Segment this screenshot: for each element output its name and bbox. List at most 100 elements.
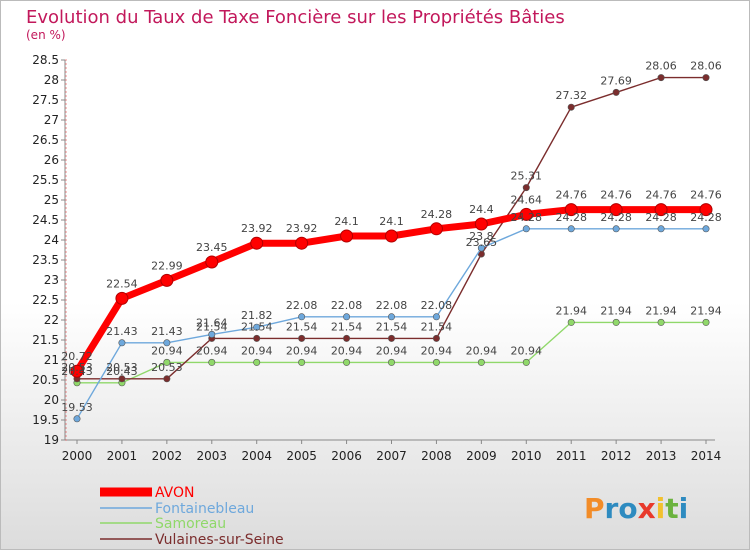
data-label-samoreau: 20.94 (241, 344, 273, 357)
data-point-samoreau (612, 318, 620, 326)
x-tick-label: 2005 (286, 449, 317, 463)
data-label-samoreau: 21.94 (555, 304, 587, 317)
data-label-samoreau: 20.94 (511, 344, 543, 357)
data-point-fontainebleau (567, 225, 575, 233)
brand-letter: o (618, 492, 637, 525)
data-point-avon (699, 203, 713, 217)
data-point-samoreau (522, 358, 530, 366)
data-label-samoreau: 21.94 (600, 304, 632, 317)
data-label-avon: 24.76 (645, 189, 677, 202)
data-point-fontainebleau (118, 339, 126, 347)
data-point-vulaines-sur-seine (118, 375, 126, 383)
x-tick-label: 2002 (152, 449, 183, 463)
data-point-samoreau (387, 358, 395, 366)
data-point-fontainebleau (702, 225, 710, 233)
data-point-vulaines-sur-seine (432, 334, 440, 342)
y-tick-label: 24.5 (32, 213, 59, 227)
data-point-avon (385, 229, 398, 243)
chart-ylabel: (en %) (26, 28, 66, 42)
y-tick-label: 25.5 (32, 173, 59, 187)
data-point-vulaines-sur-seine (702, 74, 710, 82)
y-tick-label: 23.5 (32, 253, 59, 267)
data-label-vulaines-sur-seine: 27.69 (600, 74, 632, 87)
x-tick-label: 2001 (107, 449, 138, 463)
x-tick-label: 2004 (241, 449, 272, 463)
data-point-avon (250, 236, 264, 250)
data-point-vulaines-sur-seine (253, 334, 261, 342)
y-tick-label: 27.5 (32, 93, 59, 107)
data-label-avon: 24.76 (555, 189, 587, 202)
y-tick-label: 23 (44, 273, 59, 287)
brand-text: Proxiti (584, 492, 688, 525)
data-point-vulaines-sur-seine (163, 375, 171, 383)
x-tick-label: 2012 (601, 449, 632, 463)
brand-letter: P (584, 492, 605, 525)
data-point-samoreau (163, 358, 171, 366)
data-point-vulaines-sur-seine (522, 184, 530, 192)
data-label-fontainebleau: 21.64 (196, 316, 228, 329)
x-tick-label: 2009 (466, 449, 497, 463)
y-tick-label: 26 (44, 153, 59, 167)
x-tick-label: 2014 (691, 449, 722, 463)
data-label-avon: 24.4 (469, 203, 494, 216)
data-point-samoreau (432, 358, 440, 366)
data-label-vulaines-sur-seine: 21.54 (196, 320, 228, 333)
data-label-samoreau: 20.94 (196, 344, 228, 357)
data-point-fontainebleau (163, 339, 171, 347)
brand-letter: i (679, 492, 689, 525)
data-label-avon: 24.1 (379, 215, 404, 228)
data-label-vulaines-sur-seine: 23.65 (466, 236, 498, 249)
x-tick-label: 2003 (197, 449, 228, 463)
data-label-vulaines-sur-seine: 28.06 (690, 60, 722, 73)
data-label-fontainebleau: 24.28 (690, 211, 722, 224)
y-tick-label: 20.5 (32, 373, 59, 387)
data-point-fontainebleau (612, 225, 620, 233)
data-point-vulaines-sur-seine (298, 334, 306, 342)
legend-label-fontainebleau: Fontainebleau (155, 501, 254, 517)
data-label-vulaines-sur-seine: 21.54 (286, 320, 318, 333)
data-point-vulaines-sur-seine (387, 334, 395, 342)
data-point-fontainebleau (298, 313, 306, 321)
legend: AVONFontainebleauSamoreauVulaines-sur-Se… (100, 485, 284, 548)
data-label-avon: 20.72 (61, 350, 93, 363)
series-layer (70, 74, 713, 423)
data-label-vulaines-sur-seine: 21.54 (241, 320, 273, 333)
y-tick-label: 27 (44, 113, 59, 127)
data-label-vulaines-sur-seine: 21.54 (421, 320, 453, 333)
data-label-samoreau: 20.94 (376, 344, 408, 357)
data-label-fontainebleau: 22.08 (331, 299, 363, 312)
y-tick-label: 21 (44, 353, 59, 367)
data-point-avon (474, 217, 488, 231)
data-point-avon (654, 203, 668, 217)
data-label-fontainebleau: 23.8 (469, 230, 494, 243)
y-tick-label: 20 (44, 393, 59, 407)
data-label-vulaines-sur-seine: 20.53 (61, 361, 93, 374)
data-label-avon: 24.76 (690, 189, 722, 202)
data-point-fontainebleau (253, 323, 261, 331)
data-point-fontainebleau (343, 313, 351, 321)
data-label-avon: 23.92 (286, 222, 318, 235)
data-label-samoreau: 20.43 (106, 365, 138, 378)
data-point-fontainebleau (387, 313, 395, 321)
data-point-samoreau (702, 318, 710, 326)
data-label-fontainebleau: 24.28 (555, 211, 587, 224)
brand-letter: x (638, 492, 656, 525)
brand-letter: i (656, 492, 666, 525)
data-point-avon (564, 203, 578, 217)
chart-title: Evolution du Taux de Taxe Foncière sur l… (26, 7, 565, 28)
data-point-avon (519, 207, 533, 221)
y-tick-label: 21.5 (32, 333, 59, 347)
y-tick-label: 28.5 (32, 53, 59, 67)
data-label-fontainebleau: 21.82 (241, 309, 273, 322)
data-label-samoreau: 20.94 (466, 344, 498, 357)
data-label-fontainebleau: 21.43 (151, 325, 183, 338)
y-tick-label: 26.5 (32, 133, 59, 147)
x-tick-label: 2006 (331, 449, 362, 463)
data-label-fontainebleau: 24.28 (645, 211, 677, 224)
data-label-avon: 23.92 (241, 222, 273, 235)
x-tick-label: 2011 (556, 449, 587, 463)
data-point-fontainebleau (477, 244, 485, 252)
y-tick-label: 25 (44, 193, 59, 207)
x-tick-label: 2000 (62, 449, 93, 463)
